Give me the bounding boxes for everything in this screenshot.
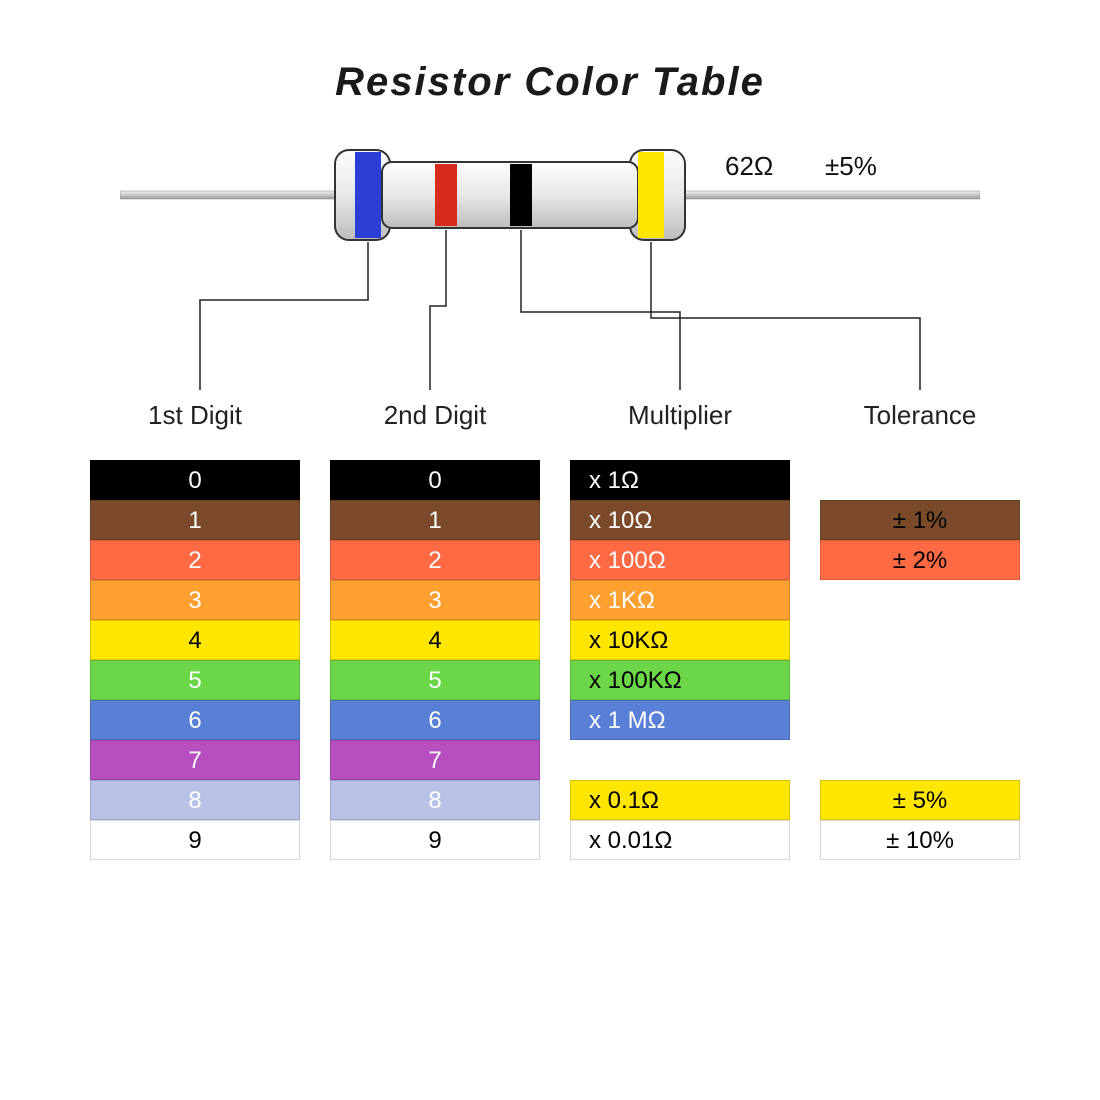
color-cell: 3 [330,580,540,620]
color-cell: 2 [90,540,300,580]
color-cell: 0 [330,460,540,500]
band-1 [355,152,381,238]
cells-multiplier: x 1Ωx 10Ωx 100Ωx 1KΩx 10KΩx 100KΩx 1 MΩ x… [570,460,790,860]
leader-line-1 [200,242,368,390]
color-cell: 5 [330,660,540,700]
color-cell: x 10Ω [570,500,790,540]
color-cell: 8 [330,780,540,820]
gap [820,580,1020,620]
color-cell: ± 5% [820,780,1020,820]
color-cell: 8 [90,780,300,820]
color-cell: 1 [90,500,300,540]
cells-digit2: 0123456789 [330,460,540,860]
page: Resistor Color Table 62Ω ±5% 1st Digit 01… [0,0,1100,1100]
column-header-digit1: 1st Digit [90,400,300,431]
leader-line-3 [521,230,680,390]
band-2 [435,164,457,226]
color-cell: 7 [90,740,300,780]
resistor-diagram: 62Ω ±5% [120,140,980,400]
leader-line-4 [651,242,920,390]
color-cell: ± 2% [820,540,1020,580]
readout-tolerance: ±5% [825,151,877,181]
color-cell: 4 [90,620,300,660]
color-table: 1st Digit 0123456789 2nd Digit 012345678… [0,400,1100,1100]
cells-digit1: 0123456789 [90,460,300,860]
color-cell: 5 [90,660,300,700]
color-cell: x 100Ω [570,540,790,580]
color-cell: ± 1% [820,500,1020,540]
color-cell: x 1KΩ [570,580,790,620]
color-cell: x 100KΩ [570,660,790,700]
color-cell: 2 [330,540,540,580]
gap [820,460,1020,500]
band-4 [638,152,664,238]
gap [820,620,1020,660]
color-cell: x 10KΩ [570,620,790,660]
page-title: Resistor Color Table [0,60,1100,105]
color-cell: 6 [330,700,540,740]
color-cell: 0 [90,460,300,500]
color-cell: 3 [90,580,300,620]
gap [820,660,1020,700]
color-cell: 1 [330,500,540,540]
gap [820,700,1020,740]
color-cell: x 1Ω [570,460,790,500]
band-3 [510,164,532,226]
gap [820,740,1020,780]
color-cell: x 1 MΩ [570,700,790,740]
column-header-digit2: 2nd Digit [330,400,540,431]
color-cell: 4 [330,620,540,660]
color-cell: 9 [330,820,540,860]
color-cell: 7 [330,740,540,780]
gap [570,740,790,780]
column-header-multiplier: Multiplier [570,400,790,431]
readout-value: 62Ω [725,151,773,181]
color-cell: 9 [90,820,300,860]
color-cell: x 0.01Ω [570,820,790,860]
leader-line-2 [430,230,446,390]
column-header-tolerance: Tolerance [820,400,1020,431]
color-cell: ± 10% [820,820,1020,860]
cells-tolerance: ± 1%± 2% ± 5%± 10% [820,460,1020,860]
color-cell: 6 [90,700,300,740]
color-cell: x 0.1Ω [570,780,790,820]
